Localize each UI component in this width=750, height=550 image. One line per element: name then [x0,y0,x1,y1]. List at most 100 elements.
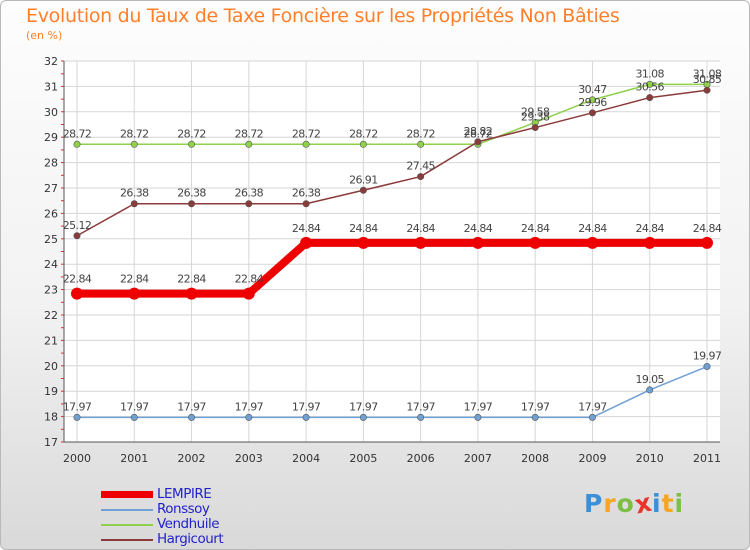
legend-item-lempire: LEMPIRE [101,486,321,502]
data-label-hargicourt: 26.38 [120,187,149,200]
data-label-ronssoy: 17.97 [120,400,149,413]
data-label-vendhuile: 28.72 [349,127,378,140]
data-point-hargicourt [474,138,482,146]
data-label-hargicourt: 29.38 [521,111,550,124]
data-point-vendhuile [417,140,425,148]
data-point-vendhuile [359,140,367,148]
y-tick-label: 28 [44,157,58,170]
data-label-vendhuile: 28.72 [235,127,264,140]
y-tick-label: 31 [44,80,58,93]
data-label-lempire: 24.84 [521,222,550,235]
x-tick-label: 2006 [407,452,435,465]
data-label-vendhuile: 28.72 [292,127,321,140]
data-label-vendhuile: 28.72 [464,127,493,140]
data-point-hargicourt [73,232,81,240]
logo-letter: P [584,489,604,518]
proxiti-logo: Proxiti [584,488,684,520]
x-tick-label: 2008 [521,452,549,465]
series-line-hargicourt [76,89,708,237]
data-point-hargicourt [188,200,196,208]
data-point-ronssoy [359,413,367,421]
data-point-ronssoy [302,413,310,421]
y-tick-label: 19 [44,385,58,398]
series-line-lempire [73,238,711,298]
data-label-vendhuile: 28.72 [406,127,435,140]
data-point-vendhuile [588,96,596,104]
data-label-lempire: 24.84 [292,222,321,235]
data-label-hargicourt: 27.45 [406,160,435,173]
data-point-lempire [300,236,313,249]
x-tick-label: 2003 [235,452,263,465]
x-tick-label: 2002 [178,452,206,465]
data-label-hargicourt: 28.82 [464,125,493,138]
legend: LEMPIRE Ronssoy Vendhuile Hargicourt [101,486,321,547]
logo-letter: i [652,489,662,518]
y-tick-label: 22 [44,309,58,322]
data-point-lempire [357,236,370,249]
series-line-ronssoy [76,365,708,419]
data-label-ronssoy: 19.97 [693,350,722,363]
data-label-ronssoy: 17.97 [349,400,378,413]
y-tick-label: 21 [44,334,58,347]
data-label-lempire: 22.84 [177,273,206,286]
data-label-vendhuile: 28.72 [63,127,92,140]
data-label-vendhuile: 29.58 [521,105,550,118]
chart-title: Evolution du Taux de Taxe Foncière sur l… [26,5,620,27]
y-tick-label: 24 [44,258,58,271]
data-label-ronssoy: 17.97 [578,400,607,413]
y-tick-label: 25 [44,233,58,246]
data-point-vendhuile [245,140,253,148]
data-label-ronssoy: 17.97 [235,400,264,413]
data-label-ronssoy: 17.97 [464,400,493,413]
data-label-hargicourt: 29.96 [578,96,607,109]
data-label-vendhuile: 31.08 [693,67,722,80]
series-line-vendhuile [76,83,708,146]
data-point-ronssoy [73,413,81,421]
legend-swatch-hargicourt [101,539,153,541]
data-label-lempire: 24.84 [635,222,664,235]
data-point-ronssoy [703,363,711,371]
x-tick-label: 2005 [349,452,377,465]
data-point-lempire [471,236,484,249]
data-label-vendhuile: 30.47 [578,83,607,96]
data-point-lempire [414,236,427,249]
legend-swatch-vendhuile [101,524,153,526]
legend-item-hargicourt: Hargicourt [101,531,321,547]
data-point-hargicourt [588,109,596,117]
data-point-hargicourt [703,86,711,94]
data-point-vendhuile [646,80,654,88]
data-label-vendhuile: 28.72 [120,127,149,140]
data-point-ronssoy [245,413,253,421]
y-tick-label: 29 [44,131,58,144]
data-label-lempire: 22.84 [235,273,264,286]
data-label-lempire: 24.84 [464,222,493,235]
x-tick-label: 2004 [292,452,320,465]
x-tick-label: 2009 [578,452,606,465]
y-tick-label: 26 [44,207,58,220]
data-point-ronssoy [474,413,482,421]
data-label-ronssoy: 17.97 [177,400,206,413]
data-point-lempire [586,236,599,249]
data-label-ronssoy: 17.97 [63,400,92,413]
plot-area [64,61,720,442]
legend-label-ronssoy: Ronssoy [157,501,210,517]
y-tick-label: 30 [44,106,58,119]
data-point-lempire [128,287,141,300]
data-point-lempire [185,287,198,300]
logo-letter: t [661,489,675,518]
data-label-vendhuile: 28.72 [177,127,206,140]
legend-label-vendhuile: Vendhuile [157,516,220,532]
data-label-lempire: 24.84 [693,222,722,235]
logo-letter: r [603,489,617,518]
data-label-hargicourt: 30.85 [693,73,722,86]
data-point-lempire [701,236,713,249]
data-label-lempire: 24.84 [406,222,435,235]
data-point-hargicourt [417,173,425,181]
data-label-ronssoy: 17.97 [292,400,321,413]
data-point-ronssoy [531,413,539,421]
data-label-lempire: 22.84 [120,273,149,286]
legend-swatch-ronssoy [101,509,153,511]
data-point-vendhuile [188,140,196,148]
legend-label-hargicourt: Hargicourt [157,531,224,547]
